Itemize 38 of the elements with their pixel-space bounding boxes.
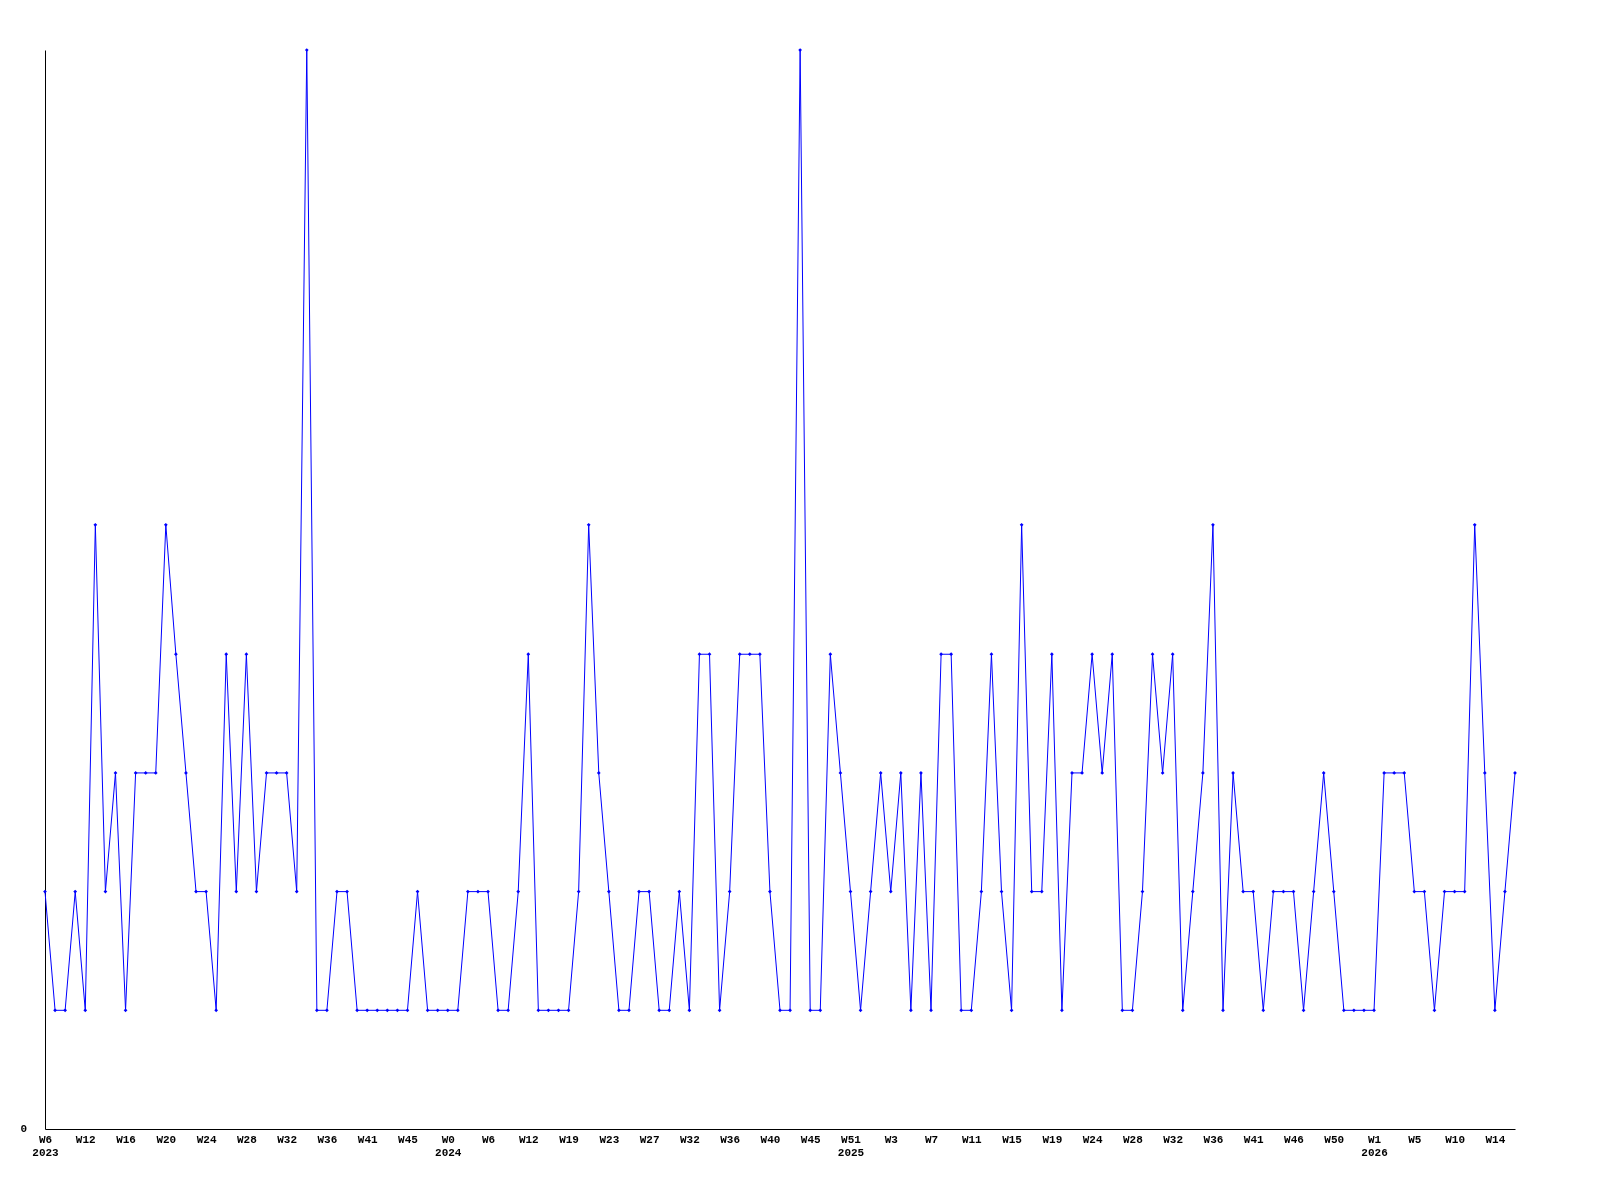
x-tick-label: W11 [961,1133,983,1146]
x-tick-label: W12 [518,1133,539,1146]
x-tick-label: W36 [317,1133,338,1146]
x-tick-label: W32 [1163,1133,1184,1146]
x-tick-label: W24 [1082,1133,1103,1146]
x-tick-label: W6 2023 [32,1133,60,1159]
x-tick-label: W45 [398,1133,419,1146]
x-tick-label: W15 [1002,1133,1023,1146]
x-tick-label: W19 [1042,1133,1063,1146]
x-tick-label: W36 [1203,1133,1224,1146]
x-tick-label: W40 [760,1133,781,1146]
x-tick-label: W20 [156,1133,177,1146]
x-tick-label: W41 [1243,1133,1265,1146]
x-tick-label: W7 [924,1133,939,1146]
text: 0 [20,1123,27,1135]
x-tick-label: W6 [481,1133,496,1146]
x-tick-label: W1 2026 [1361,1133,1388,1159]
x-tick-label: W14 [1485,1133,1506,1146]
x-tick-label: W28 [236,1133,258,1146]
x-tick-label: W10 [1445,1133,1465,1146]
x-tick-label: W3 [884,1133,899,1146]
x-tick-label: W46 [1284,1133,1304,1146]
x-tick-label: W36 [720,1133,741,1146]
x-tick-label: W5 [1408,1133,1422,1146]
x-tick-label: W23 [599,1133,620,1146]
x-tick-label: W50 [1324,1133,1345,1146]
x-tick-label: W32 [679,1133,700,1146]
x-tick-label: W16 [116,1133,136,1146]
x-tick-label: W45 [800,1133,821,1146]
x-tick-label: W51 2025 [837,1133,865,1159]
x-tick-label: W32 [277,1133,298,1146]
x-tick-label: W0 2024 [435,1133,462,1159]
x-tick-label: W41 [357,1133,378,1146]
x-tick-label: W24 [196,1133,217,1146]
x-tick-label: W27 [639,1133,660,1146]
x-tick-label: W19 [559,1133,579,1146]
x-tick-label: W28 [1122,1133,1144,1146]
x-tick-label: W12 [75,1133,96,1146]
